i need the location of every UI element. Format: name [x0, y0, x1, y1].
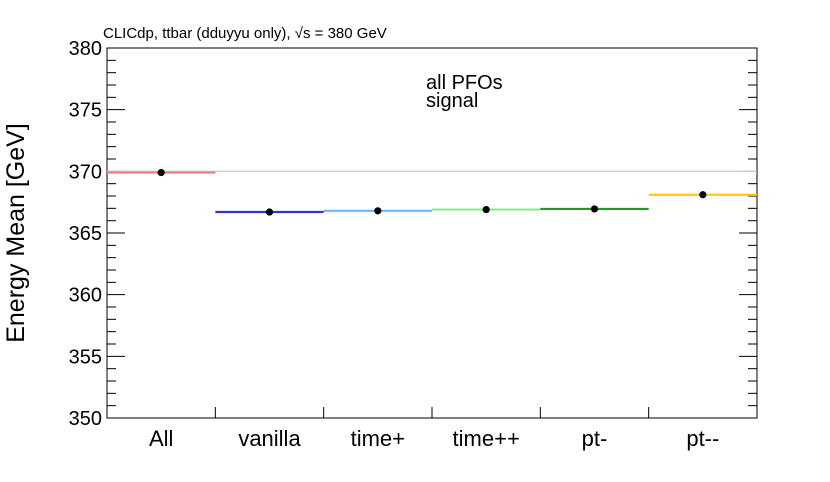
mean-point-All: [157, 168, 165, 177]
legend-entry: signal: [426, 90, 478, 112]
y-tick-label: 360: [69, 285, 102, 307]
chart-title: CLICdp, ttbar (dduyyu only), √s = 380 Ge…: [103, 25, 387, 42]
x-category-label: All: [149, 426, 173, 451]
mean-point-vanilla: [265, 208, 274, 216]
y-axis-title: Energy Mean [GeV]: [2, 123, 30, 343]
y-tick-label: 350: [69, 408, 102, 430]
x-category-label: vanilla: [238, 426, 301, 451]
x-category-label: pt-: [582, 426, 608, 451]
y-tick-label: 375: [69, 100, 102, 122]
x-category-label: pt--: [686, 426, 719, 451]
y-tick-label: 370: [69, 161, 102, 183]
mean-point-pt-: [590, 205, 599, 213]
y-tick-label: 355: [69, 346, 102, 368]
mean-point-time+: [374, 207, 382, 215]
y-tick-label: 380: [69, 38, 102, 60]
y-tick-label: 365: [69, 223, 102, 245]
mean-point-pt--: [699, 191, 707, 199]
x-category-label: time+: [351, 426, 405, 451]
legend-entry: all PFOs: [426, 72, 503, 94]
mean-point-time++: [482, 205, 490, 214]
x-category-label: time++: [453, 426, 520, 451]
